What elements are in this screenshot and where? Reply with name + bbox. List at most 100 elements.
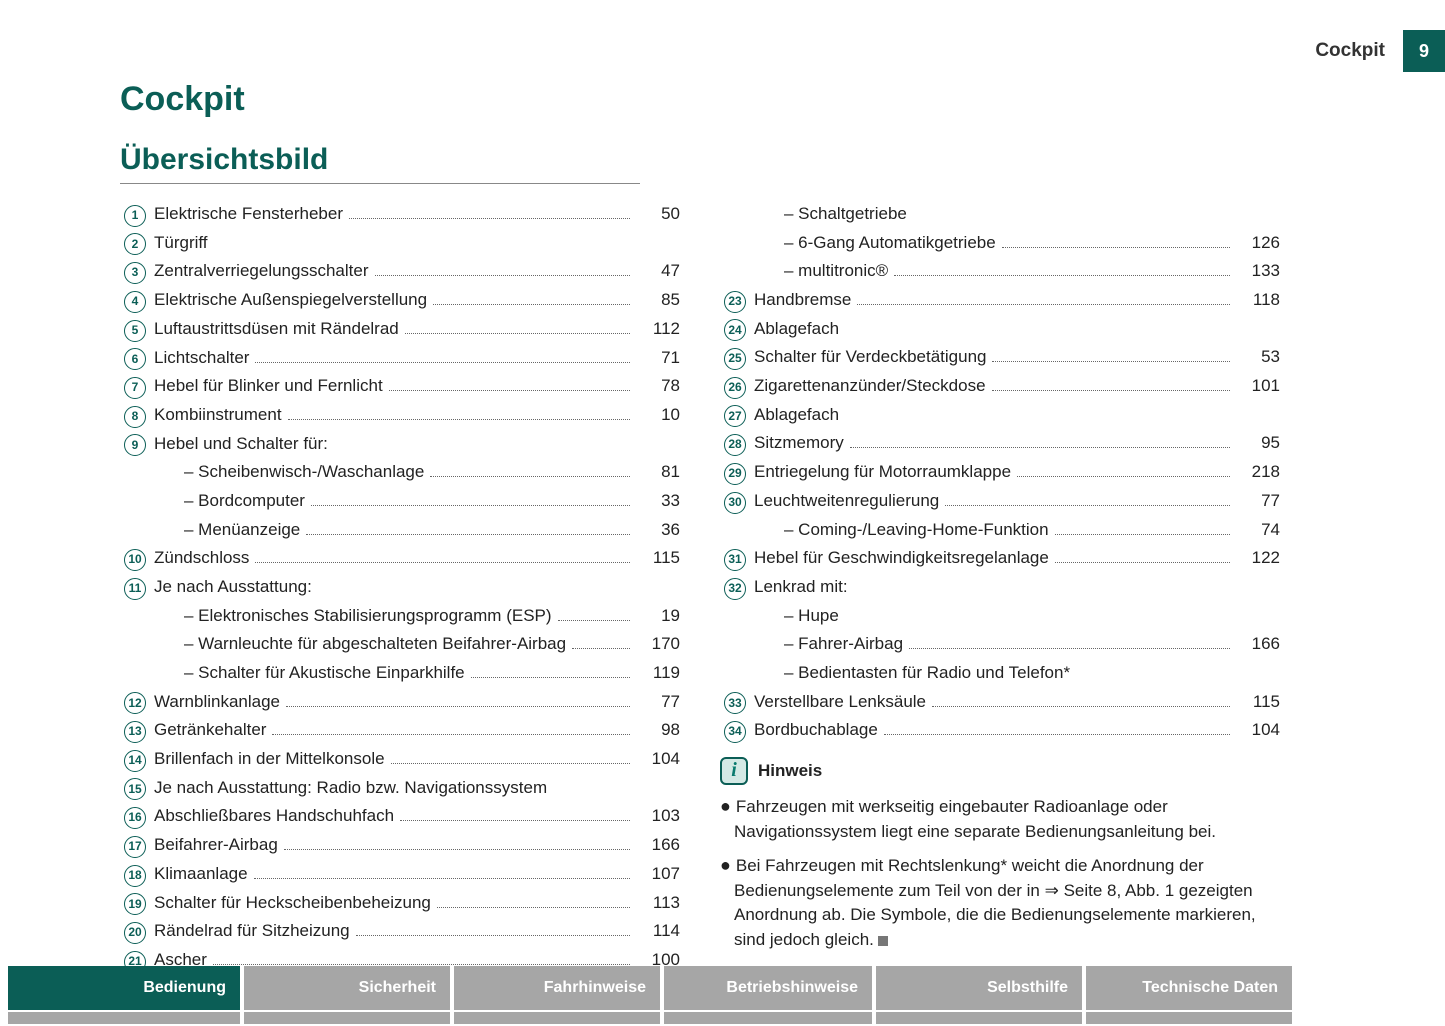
toc-label: Handbremse — [750, 288, 851, 313]
toc-leader-dots — [437, 907, 630, 908]
toc-leader-dots — [272, 734, 630, 735]
toc-row: – Schaltgetriebe — [720, 202, 1280, 227]
toc-number-circle: 30 — [724, 492, 746, 514]
toc-leader-dots — [284, 849, 630, 850]
page-content: Cockpit Übersichtsbild 1Elektrische Fens… — [120, 80, 1320, 1005]
toc-row: 31Hebel für Geschwindigkeitsregelanlage 1… — [720, 546, 1280, 571]
toc-label: – Bedientasten für Radio und Telefon* — [750, 661, 1070, 686]
toc-row: – Hupe — [720, 604, 1280, 629]
toc-page: 122 — [1236, 546, 1280, 571]
toc-page: 85 — [636, 288, 680, 313]
toc-number-circle: 28 — [724, 434, 746, 456]
toc-row: – 6-Gang Automatikgetriebe126 — [720, 231, 1280, 256]
page-number-box: 9 — [1403, 30, 1445, 72]
toc-row: 11Je nach Ausstattung: — [120, 575, 680, 600]
toc-number-circle: 4 — [124, 291, 146, 313]
toc-page: 166 — [1236, 632, 1280, 657]
toc-label: – Menüanzeige — [150, 518, 300, 543]
toc-label: Hebel für Geschwindigkeitsregelanlage — [750, 546, 1049, 571]
toc-number-cell: 7 — [120, 377, 150, 399]
toc-number-circle: 16 — [124, 807, 146, 829]
toc-label: Lichtschalter — [150, 346, 249, 371]
toc-label: Ablagefach — [750, 317, 839, 342]
toc-page: 95 — [1236, 431, 1280, 456]
toc-row: 7Hebel für Blinker und Fernlicht78 — [120, 374, 680, 399]
footer-tab[interactable]: Fahrhinweise — [454, 966, 664, 1010]
page-number: 9 — [1419, 41, 1429, 62]
toc-page: 98 — [636, 718, 680, 743]
toc-number-cell: 11 — [120, 578, 150, 600]
toc-row: 18Klimaanlage107 — [120, 862, 680, 887]
toc-number-circle: 3 — [124, 262, 146, 284]
toc-row: 15Je nach Ausstattung: Radio bzw. Naviga… — [120, 776, 680, 801]
toc-number-circle: 18 — [124, 865, 146, 887]
toc-number-cell: 31 — [720, 549, 750, 571]
toc-number-cell: 9 — [120, 434, 150, 456]
toc-row: 1Elektrische Fensterheber50 — [120, 202, 680, 227]
toc-leader-dots — [857, 304, 1230, 305]
toc-number-cell: 13 — [120, 721, 150, 743]
footer-tab[interactable]: Sicherheit — [244, 966, 454, 1010]
toc-page: 107 — [636, 862, 680, 887]
toc-row: 32Lenkrad mit: — [720, 575, 1280, 600]
toc-leader-dots — [1055, 562, 1230, 563]
toc-page: 74 — [1236, 518, 1280, 543]
toc-leader-dots — [311, 505, 630, 506]
info-icon: i — [720, 757, 748, 785]
toc-number-circle: 17 — [124, 836, 146, 858]
toc-leader-dots — [945, 505, 1230, 506]
toc-number-cell: 28 — [720, 434, 750, 456]
hinweis-note: ● Bei Fahrzeugen mit Rechtslenkung* weic… — [720, 852, 1280, 953]
toc-page: 50 — [636, 202, 680, 227]
toc-number-cell: 30 — [720, 492, 750, 514]
toc-label: – Bordcomputer — [150, 489, 305, 514]
toc-row: – Bedientasten für Radio und Telefon* — [720, 661, 1280, 686]
toc-number-cell: 18 — [120, 865, 150, 887]
toc-label: Rändelrad für Sitzheizung — [150, 919, 350, 944]
toc-label: Schalter für Verdeckbetätigung — [750, 345, 986, 370]
toc-number-circle: 5 — [124, 320, 146, 342]
toc-leader-dots — [471, 677, 630, 678]
toc-leader-dots — [909, 648, 1230, 649]
toc-row: 4Elektrische Außenspiegelverstellung85 — [120, 288, 680, 313]
end-marker-icon — [878, 936, 888, 946]
toc-label: – Scheibenwisch-/Waschanlage — [150, 460, 424, 485]
toc-label: – Elektronisches Stabilisierungsprogramm… — [150, 604, 552, 629]
toc-leader-dots — [1055, 534, 1230, 535]
toc-label: – Schalter für Akustische Einparkhilfe — [150, 661, 465, 686]
toc-leader-dots — [992, 361, 1230, 362]
footer-tab[interactable]: Bedienung — [8, 966, 244, 1010]
toc-leader-dots — [558, 620, 630, 621]
toc-page: 166 — [636, 833, 680, 858]
toc-left-column: 1Elektrische Fensterheber502Türgriff3Zen… — [120, 202, 680, 1005]
toc-row: 13Getränkehalter98 — [120, 718, 680, 743]
toc-number-circle: 15 — [124, 778, 146, 800]
toc-number-cell: 15 — [120, 778, 150, 800]
toc-number-cell: 16 — [120, 807, 150, 829]
toc-number-cell: 4 — [120, 291, 150, 313]
toc-row: 12Warnblinkanlage77 — [120, 690, 680, 715]
footer-tab[interactable]: Betriebshinweise — [664, 966, 876, 1010]
toc-row: – multitronic®133 — [720, 259, 1280, 284]
toc-page: 133 — [1236, 259, 1280, 284]
footer-tab[interactable]: Technische Daten — [1086, 966, 1296, 1010]
toc-number-cell: 17 — [120, 836, 150, 858]
section-title: Übersichtsbild — [120, 143, 640, 184]
toc-row: 34Bordbuchablage104 — [720, 718, 1280, 743]
toc-number-circle: 26 — [724, 377, 746, 399]
toc-row: – Menüanzeige36 — [120, 518, 680, 543]
toc-number-cell: 24 — [720, 319, 750, 341]
toc-label: Ablagefach — [750, 403, 839, 428]
toc-number-cell: 23 — [720, 291, 750, 313]
toc-label: Beifahrer-Airbag — [150, 833, 278, 858]
toc-number-cell: 26 — [720, 377, 750, 399]
toc-page: 77 — [1236, 489, 1280, 514]
toc-row: 29Entriegelung für Motorraumklappe218 — [720, 460, 1280, 485]
toc-number-circle: 2 — [124, 233, 146, 255]
footer-tab[interactable]: Selbsthilfe — [876, 966, 1086, 1010]
toc-row: 25Schalter für Verdeckbetätigung53 — [720, 345, 1280, 370]
toc-row: 17Beifahrer-Airbag 166 — [120, 833, 680, 858]
page-header: Cockpit 9 — [1315, 30, 1445, 72]
toc-leader-dots — [286, 706, 630, 707]
toc-number-cell: 6 — [120, 348, 150, 370]
